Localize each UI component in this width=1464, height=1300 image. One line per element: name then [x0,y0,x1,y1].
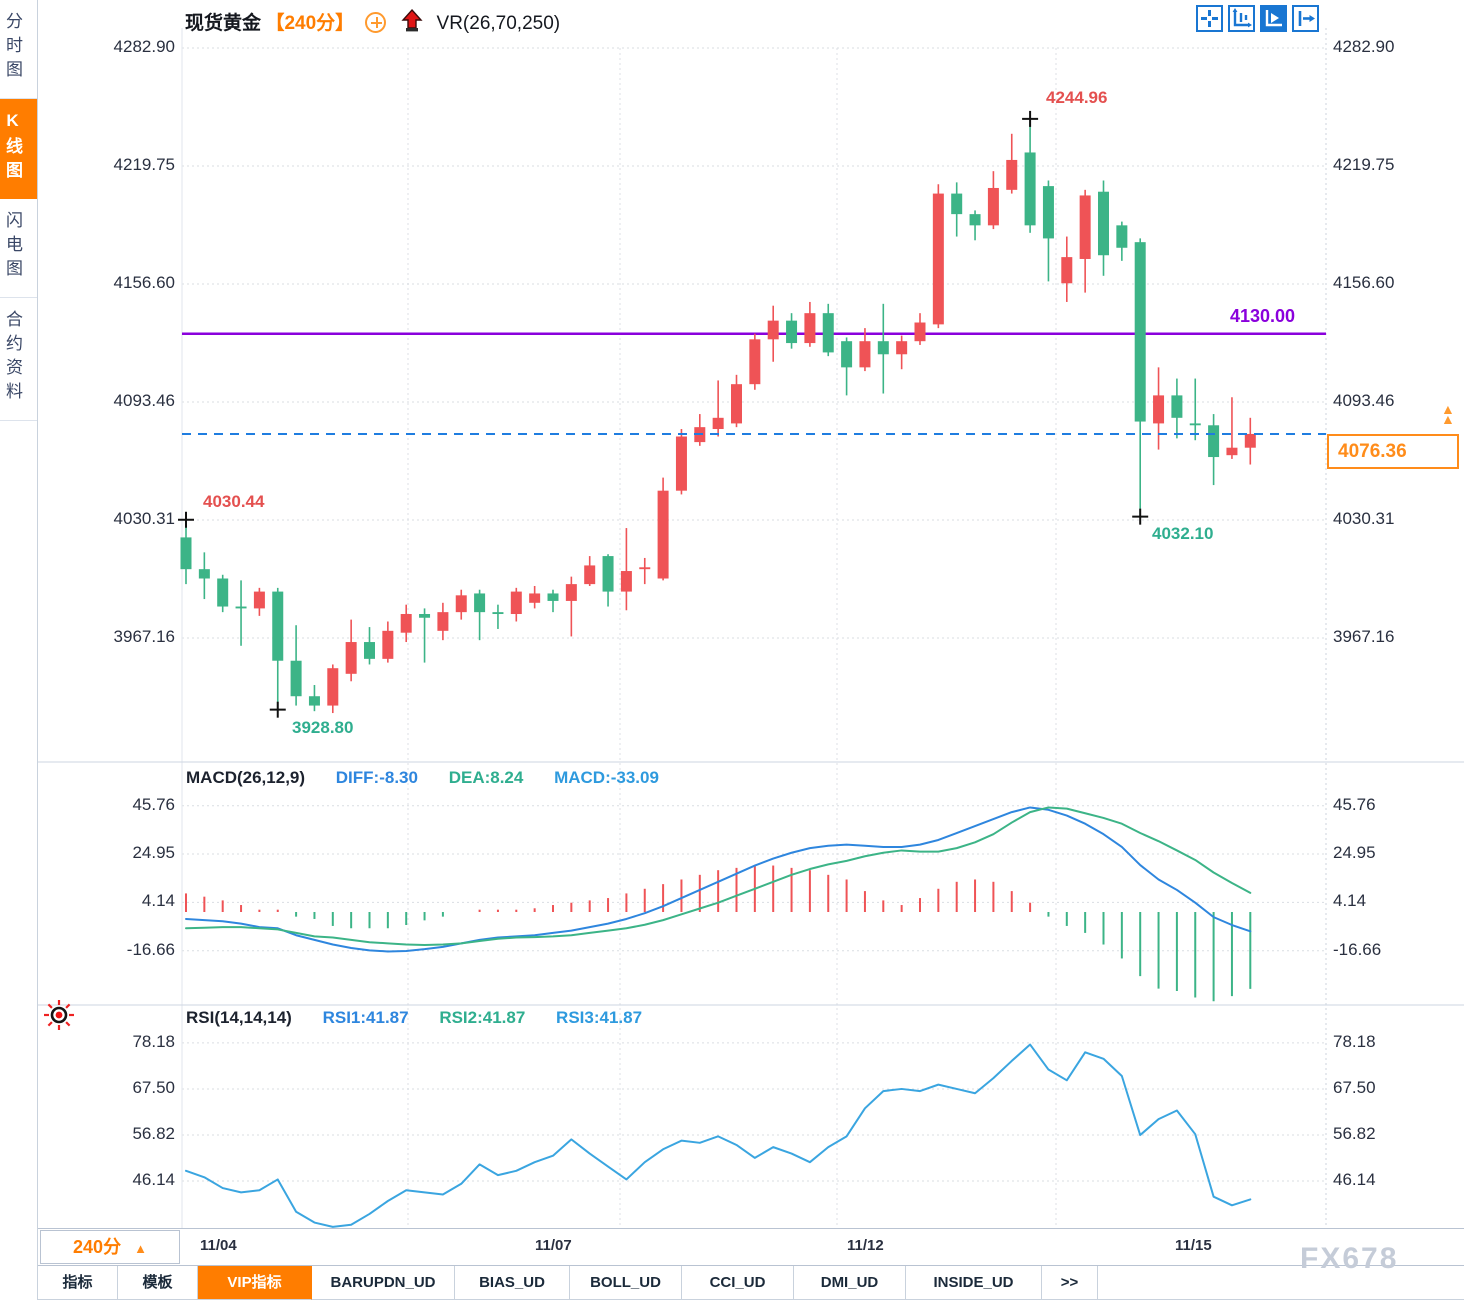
chart-header: 现货黄金 【240分】 VR(26,70,250) [185,8,560,36]
macd-histogram-layer [185,865,1252,1002]
main-y-tick-left: 4156.60 [113,273,175,292]
tab-指标[interactable]: 指标 [38,1266,118,1300]
macd-title: MACD(26,12,9) [186,768,306,787]
annotation-low-left: 3928.80 [292,718,354,737]
macd-y-tick-left: -16.66 [126,939,175,959]
main-y-tick-right: 4030.31 [1333,509,1395,528]
sidebar-item-0[interactable]: 分时图 [0,0,37,99]
main-y-tick-right: 4282.90 [1333,37,1395,56]
macd-y-tick-left: 24.95 [132,843,175,863]
period-selector-arrow-icon: ▲ [134,1241,147,1256]
pane-borders-layer [38,28,1464,1228]
candles-layer [180,118,1256,714]
axis-fit-icon[interactable] [1228,5,1255,32]
rsi2-readout: RSI2:41.87 [439,1008,526,1027]
extreme-markers-layer [178,110,1149,718]
tab-more[interactable]: >> [1042,1266,1098,1300]
macd-y-tick-left: 45.76 [132,794,175,814]
main-y-tick-right: 4219.75 [1333,155,1395,174]
annotation-high-right: 4244.96 [1046,88,1108,107]
macd-value-readout: MACD:-33.09 [554,768,659,787]
rsi-y-tick-left: 78.18 [132,1031,175,1051]
rsi-line [185,1043,1252,1228]
indicator-tab-bar: 指标 模板 VIP指标 BARUPDN_UD BIAS_UD BOLL_UD CCI_UD D… [38,1266,1464,1300]
tab-DMI_UD[interactable]: DMI_UD [794,1266,906,1300]
axis-play-icon[interactable] [1260,5,1287,32]
period-selector-label: 240分 [73,1237,122,1257]
macd-diff-line [185,806,1252,953]
rsi1-readout: RSI1:41.87 [322,1008,409,1027]
rsi-header: RSI(14,14,14) RSI1:41.87 RSI2:41.87 RSI3… [186,1008,668,1028]
date-axis: 11/04 11/07 11/12 11/15 [38,1228,1464,1266]
main-y-tick-right: 4156.60 [1333,273,1395,292]
tab-bar-filler [1098,1266,1464,1300]
tab-CCI_UD[interactable]: CCI_UD [682,1266,794,1300]
sidebar-item-1[interactable]: K线图 [0,99,37,199]
indicator-settings-sun-icon[interactable] [42,998,76,1032]
watermark: FX678 [1300,1242,1399,1275]
main-y-tick-left: 4282.90 [113,37,175,56]
horizontal-line-label: 4130.00 [1230,306,1296,326]
tab-模板[interactable]: 模板 [118,1266,198,1300]
period-selector[interactable]: 240分 ▲ [40,1230,180,1264]
main-y-tick-right: 4093.46 [1333,391,1395,410]
last-price-box: 4076.36 [1327,434,1459,469]
main-y-tick-right: 3967.16 [1333,627,1395,646]
annotation-high-left: 4030.44 [203,492,265,511]
rsi-y-tick-left: 46.14 [132,1170,175,1189]
rsi-title: RSI(14,14,14) [186,1008,292,1027]
date-label-11-04: 11/04 [200,1237,237,1254]
main-y-tick-left: 4093.46 [113,391,175,410]
macd-y-tick-right: 4.14 [1333,891,1367,911]
tab-VIP指标[interactable]: VIP指标 [198,1266,312,1300]
macd-dea-line [185,806,1252,946]
tab-BOLL_UD[interactable]: BOLL_UD [570,1266,682,1300]
overlay-indicator-label: VR(26,70,250) [436,13,561,34]
rsi-y-tick-left: 67.50 [132,1077,175,1097]
price-up-arrows-icon: ▲ ▲ [1441,401,1455,427]
left-sidebar: 分时图 K线图 闪电图 合约资料 [0,0,38,1300]
tab-INSIDE_UD[interactable]: INSIDE_UD [906,1266,1042,1300]
macd-dea-readout: DEA:8.24 [448,768,524,787]
pan-cross-icon[interactable] [1196,5,1223,32]
macd-diff-readout: DIFF:-8.30 [335,768,418,787]
sidebar-item-2[interactable]: 闪电图 [0,199,37,298]
rsi-y-tick-right: 56.82 [1333,1123,1376,1143]
add-indicator-icon[interactable] [364,12,386,33]
main-y-tick-left: 4030.31 [113,509,175,528]
date-label-11-15: 11/15 [1175,1237,1212,1254]
main-y-tick-left: 3967.16 [113,627,175,646]
sidebar-item-3[interactable]: 合约资料 [0,298,37,421]
period-label: 【240分】 [265,13,355,34]
main-y-tick-left: 4219.75 [113,155,175,174]
annotation-low-right: 4032.10 [1152,524,1214,543]
red-up-arrow-icon [401,8,423,32]
rsi3-readout: RSI3:41.87 [556,1008,643,1027]
rsi-y-tick-right: 67.50 [1333,1077,1376,1097]
macd-y-tick-right: -16.66 [1333,939,1382,959]
date-label-11-07: 11/07 [535,1237,572,1254]
rsi-y-tick-left: 56.82 [132,1123,175,1143]
date-label-11-12: 11/12 [847,1237,884,1254]
tab-BIAS_UD[interactable]: BIAS_UD [455,1266,570,1300]
macd-y-tick-right: 24.95 [1333,843,1376,863]
symbol-title: 现货黄金 [185,13,262,34]
macd-header: MACD(26,12,9) DIFF:-8.30 DEA:8.24 MACD:-… [186,768,685,788]
snap-latest-icon[interactable] [1292,5,1319,32]
macd-y-tick-right: 45.76 [1333,794,1376,814]
tab-BARUPDN_UD[interactable]: BARUPDN_UD [312,1266,455,1300]
gridlines-layer [182,47,1326,1228]
rsi-y-tick-right: 78.18 [1333,1031,1376,1051]
rsi-y-tick-right: 46.14 [1333,1170,1376,1189]
macd-y-tick-left: 4.14 [141,891,175,911]
